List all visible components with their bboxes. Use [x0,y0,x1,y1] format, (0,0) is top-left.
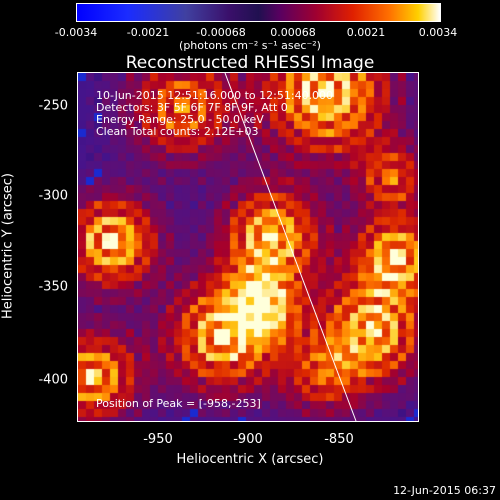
colorbar-tick: -0.0034 [54,26,98,39]
footer-timestamp: 12-Jun-2015 06:37 [393,484,496,497]
time-range-label: 10-Jun-2015 12:51:16.000 to 12:51:40.000 [96,89,334,102]
x-tick-label: -900 [233,432,263,447]
colorbar-unit-label: (photons cm⁻² s⁻¹ asec⁻²) [179,39,321,52]
y-tick-label: -250 [38,98,68,114]
colorbar-tick: 0.00068 [270,26,316,39]
x-tick-label: -850 [324,432,354,447]
heatmap-image [78,73,418,421]
limb-line-overlay [224,73,357,421]
detectors-label: Detectors: 3F 5F 6F 7F 8F 9F, Att 0 [96,101,288,114]
y-tick-label: -300 [38,188,68,204]
rhessi-image-panel: 10-Jun-2015 12:51:16.000 to 12:51:40.000… [77,72,419,422]
x-tick-label: -950 [143,432,173,447]
colorbar-tick: -0.0021 [126,26,170,39]
peak-position-label: Position of Peak = [-958,-253] [96,397,261,410]
x-axis-label: Heliocentric X (arcsec) [176,452,324,467]
colorbar [76,3,441,22]
colorbar-tick: -0.00068 [196,26,246,39]
clean-counts-label: Clean Total counts: 2.12E+03 [96,125,259,138]
colorbar-tick: 0.0021 [346,26,386,39]
colorbar-tick: 0.0034 [418,26,458,39]
y-tick-label: -400 [38,372,68,388]
y-tick-label: -350 [38,279,68,295]
solar-limb-line [224,73,357,421]
energy-range-label: Energy Range: 25.0 - 50.0 keV [96,113,264,126]
y-axis-label: Heliocentric Y (arcsec) [0,173,16,319]
plot-title: Reconstructed RHESSI Image [125,53,375,73]
